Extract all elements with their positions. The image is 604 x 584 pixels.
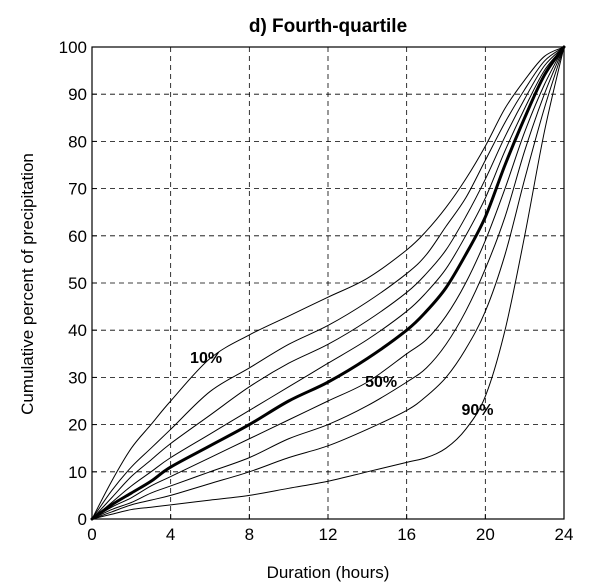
- x-tick-label: 24: [555, 525, 574, 544]
- series-line-2: [91, 46, 565, 520]
- series-label-50pct: 50%: [365, 374, 397, 391]
- y-tick-label: 80: [68, 132, 87, 151]
- x-tick-label: 8: [245, 525, 254, 544]
- x-tick-label: 12: [319, 525, 338, 544]
- y-tick-label: 100: [59, 38, 87, 57]
- x-tick-label: 4: [166, 525, 175, 544]
- y-tick-label: 70: [68, 180, 87, 199]
- series-line-6: [91, 46, 565, 520]
- y-tick-label: 30: [68, 368, 87, 387]
- grid: [92, 47, 564, 519]
- series-line-7: [91, 46, 565, 520]
- y-axis-label: Cumulative percent of precipitation: [18, 153, 37, 415]
- series-line-4: [91, 46, 565, 520]
- series-line-9: [91, 46, 565, 520]
- series-line-1: [91, 46, 565, 520]
- curves: [90, 45, 566, 521]
- ticks: 0 4 8 12 16 20 24 0 10 20 30 40 50 60 70 80 90 100: [59, 38, 574, 544]
- x-axis-label: Duration (hours): [267, 563, 390, 582]
- series-label-10pct: 10%: [190, 350, 222, 367]
- y-tick-label: 90: [68, 85, 87, 104]
- series-labels: 10% 50% 90%: [190, 350, 493, 419]
- y-tick-label: 10: [68, 463, 87, 482]
- chart-title: d) Fourth-quartile: [249, 16, 407, 37]
- y-tick-label: 60: [68, 227, 87, 246]
- series-line-5: [90, 45, 566, 521]
- x-tick-label: 16: [397, 525, 416, 544]
- series-label-90pct: 90%: [461, 402, 493, 419]
- x-tick-label: 20: [476, 525, 495, 544]
- y-tick-label: 40: [68, 321, 87, 340]
- x-tick-label: 0: [87, 525, 96, 544]
- y-tick-label: 20: [68, 416, 87, 435]
- y-tick-label: 0: [78, 510, 87, 529]
- series-line-3: [91, 46, 565, 520]
- y-tick-label: 50: [68, 274, 87, 293]
- series-line-8: [91, 46, 565, 520]
